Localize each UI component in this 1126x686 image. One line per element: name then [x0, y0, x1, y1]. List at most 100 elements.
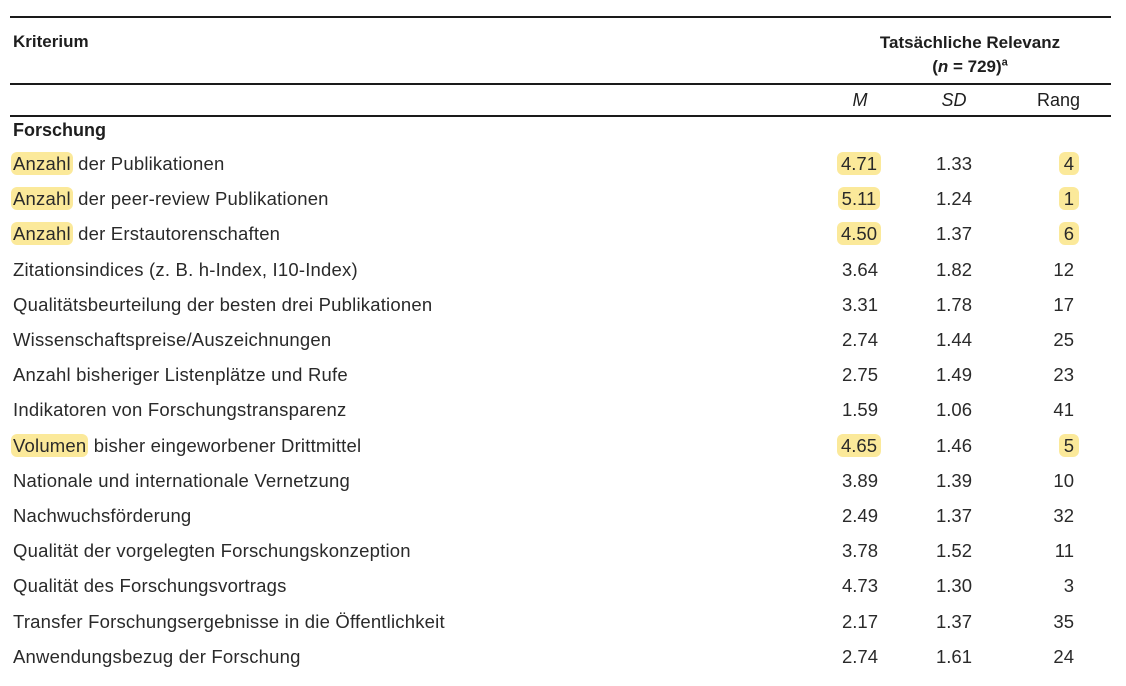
table-row: Volumen bisher eingeworbener Drittmittel…	[10, 431, 1111, 466]
rank-value-cell: 12	[1010, 259, 1074, 281]
rank-value-cell: 32	[1010, 505, 1074, 527]
header-divider	[10, 83, 1111, 85]
rank-value: 32	[1053, 505, 1074, 526]
sd-value: 1.44	[935, 329, 972, 350]
sd-value-cell: 1.24	[924, 188, 984, 210]
criterion-text: Nationale und internationale Vernetzung	[13, 469, 350, 491]
criterion-header: Kriterium	[13, 32, 89, 51]
criterion-text: Anzahl bisheriger Listenplätze und Rufe	[13, 364, 348, 386]
table-row: Wissenschaftspreise/Auszeichnungen 2.74 1.…	[10, 325, 1111, 360]
sd-value: 1.39	[935, 469, 972, 491]
rank-value: 11	[1054, 540, 1074, 562]
criterion-label: Nationale und internationale Vernetzung	[13, 470, 350, 492]
sd-value: 1.24	[935, 188, 972, 210]
highlighted-word: Anzahl	[11, 187, 73, 211]
rank-value-cell: 4	[1010, 152, 1079, 175]
rank-value: 24	[1053, 645, 1074, 667]
mean-value: 3.31	[841, 293, 878, 315]
rank-value: 35	[1053, 610, 1074, 632]
sd-value-cell: 1.06	[924, 399, 984, 421]
table-row: Anwendungsbezug der Forschung 2.74 1.61 24	[10, 642, 1111, 677]
criterion-text: Qualitätsbeurteilung der besten drei Pub…	[13, 293, 433, 315]
sd-value: 1.06	[935, 399, 972, 421]
table-row: Qualitätsbeurteilung der besten drei Pub…	[10, 290, 1111, 325]
sample-size: (n = 729)a	[932, 56, 1008, 76]
rank-value-cell: 5	[1010, 433, 1079, 457]
sd-value-cell: 1.44	[924, 329, 984, 351]
criterion-text: der Publikationen	[72, 153, 225, 174]
criterion-label: Zitationsindices (z. B. h-Index, I10-Ind…	[13, 259, 358, 281]
column-header-rank: Rang	[1036, 90, 1080, 110]
rank-value: 10	[1053, 469, 1074, 491]
mean-value-cell: 2.17	[830, 611, 890, 633]
criterion-text: Zitationsindices (z. B. h-Index, I10-Ind…	[13, 258, 358, 280]
sd-value: 1.37	[935, 505, 972, 526]
table-row: Anzahl der Publikationen 4.71 1.33 4	[10, 149, 1111, 184]
sd-value: 1.30	[935, 575, 972, 597]
sd-value-cell: 1.78	[924, 294, 984, 316]
criterion-label: Volumen bisher eingeworbener Drittmittel	[11, 433, 361, 457]
criterion-label: Indikatoren von Forschungstransparenz	[13, 399, 346, 421]
rank-value-cell: 24	[1010, 646, 1074, 668]
criterion-text: Nachwuchsförderung	[13, 505, 192, 526]
mean-value: 3.89	[841, 469, 878, 491]
table-row: Anzahl der peer-review Publikationen 5.11…	[10, 184, 1111, 219]
criterion-text: Qualität der vorgelegten Forschungskonze…	[13, 540, 411, 562]
mean-value: 2.49	[841, 505, 878, 526]
mean-value-cell: 3.31	[830, 294, 890, 316]
column-header-m: M	[852, 90, 868, 110]
sd-value-cell: 1.49	[924, 364, 984, 386]
rank-value: 41	[1053, 399, 1074, 421]
mean-value-cell: 4.65	[830, 433, 890, 457]
rank-value-cell: 3	[1010, 575, 1074, 597]
criterion-text: der peer-review Publikationen	[72, 188, 329, 210]
criterion-text: Qualität des Forschungsvortrags	[13, 575, 287, 597]
criterion-label: Qualität des Forschungsvortrags	[13, 575, 287, 597]
mean-value-cell: 4.71	[830, 152, 890, 175]
mean-value: 5.11	[837, 187, 881, 211]
sd-value-cell: 1.30	[924, 575, 984, 597]
mean-value: 4.73	[841, 575, 878, 597]
table-row: Zitationsindices (z. B. h-Index, I10-Ind…	[10, 255, 1111, 290]
criterion-label: Qualität der vorgelegten Forschungskonze…	[13, 540, 411, 562]
mean-value-cell: 2.74	[830, 646, 890, 668]
criterion-text: Wissenschaftspreise/Auszeichnungen	[13, 329, 332, 350]
sd-value-cell: 1.52	[924, 540, 984, 562]
criterion-label: Qualitätsbeurteilung der besten drei Pub…	[13, 294, 432, 316]
sd-value-cell: 1.37	[924, 611, 984, 633]
criterion-label: Anzahl bisheriger Listenplätze und Rufe	[13, 364, 348, 386]
sd-value-cell: 1.82	[924, 259, 984, 281]
rank-value: 23	[1053, 364, 1074, 386]
relevance-group-header: Tatsächliche Relevanz (n = 729)a	[820, 31, 1120, 79]
mean-value: 3.78	[841, 540, 878, 562]
rank-value-cell: 1	[1010, 187, 1079, 211]
subheader-divider	[10, 115, 1111, 117]
mean-value-cell: 3.78	[830, 540, 890, 562]
mean-value-cell: 3.89	[830, 470, 890, 492]
rank-value-cell: 41	[1010, 399, 1074, 421]
mean-value: 4.50	[836, 222, 881, 246]
rank-value-cell: 35	[1010, 611, 1074, 633]
sd-value-cell: 1.37	[924, 505, 984, 527]
mean-value: 1.59	[841, 399, 878, 421]
table-row: Qualität der vorgelegten Forschungskonze…	[10, 536, 1111, 571]
table-top-rule	[10, 16, 1111, 18]
table-row: Nationale und internationale Vernetzung 3…	[10, 466, 1111, 501]
highlighted-word: Anzahl	[11, 222, 73, 246]
sd-value-cell: 1.61	[924, 646, 984, 668]
mean-value: 2.74	[841, 645, 878, 667]
rank-value-cell: 17	[1010, 294, 1074, 316]
rank-value: 25	[1053, 329, 1074, 350]
mean-value: 3.64	[841, 258, 878, 280]
table-row: Transfer Forschungsergebnisse in die Öff…	[10, 607, 1111, 642]
sd-value: 1.49	[935, 364, 972, 386]
mean-value-cell: 2.49	[830, 505, 890, 527]
mean-value: 4.71	[836, 152, 881, 175]
mean-value-cell: 3.64	[830, 259, 890, 281]
mean-value-cell: 2.75	[830, 364, 890, 386]
group-title: Tatsächliche Relevanz	[879, 33, 1061, 52]
highlighted-word: Volumen	[11, 433, 89, 457]
criterion-label: Anzahl der Erstautorenschaften	[11, 222, 280, 246]
rank-value: 3	[1063, 575, 1074, 597]
mean-value: 2.17	[841, 610, 878, 632]
